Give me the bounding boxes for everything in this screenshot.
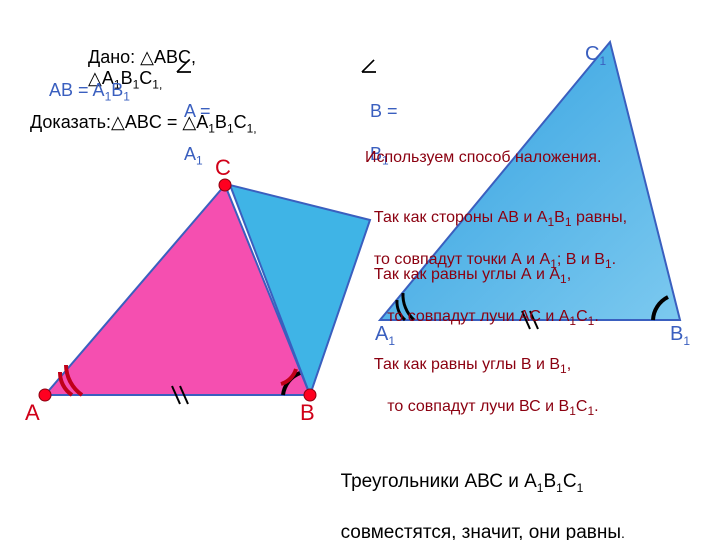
label-a1: А1 <box>375 322 395 348</box>
vertex-a <box>39 389 51 401</box>
proof-p4: Так как равны углы В и В1, то совпадут л… <box>365 335 599 419</box>
label-b1: В1 <box>670 322 690 348</box>
label-a: А <box>25 400 40 426</box>
proof-p3: Так как равны углы А и А1, то совпадут л… <box>365 245 599 329</box>
proof-p1: Используем способ наложения. <box>365 148 601 167</box>
label-b: В <box>300 400 315 426</box>
conclusion: Треугольники АВС и А1В1С1 совместятся, з… <box>330 445 625 540</box>
prove-line: Доказать:△ABC = △A1B1C1, <box>20 90 257 136</box>
label-c1: С1 <box>585 42 606 68</box>
label-c: С <box>215 155 231 181</box>
